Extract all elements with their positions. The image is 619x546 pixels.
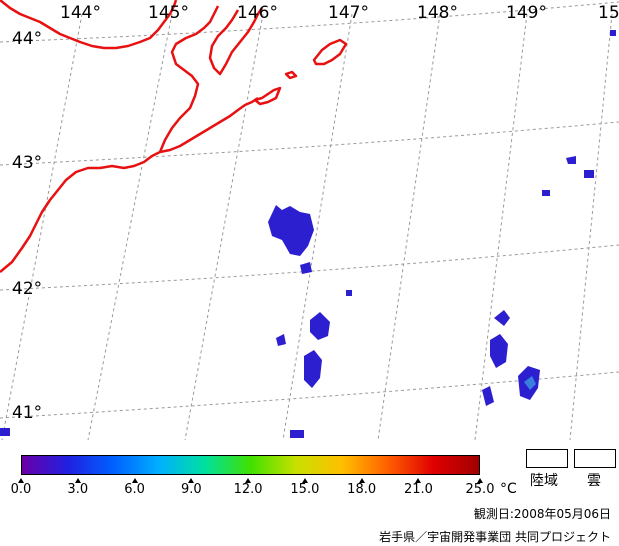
- coastline: [0, 0, 348, 273]
- graticule: [0, 1, 619, 440]
- lon-label: 146°: [237, 3, 278, 23]
- longitude-labels: 144° 145° 146° 147° 148° 149° 15: [60, 3, 619, 23]
- colorbar-tick-label: 15.0: [290, 482, 320, 497]
- map: 144° 145° 146° 147° 148° 149° 15 44° 43°…: [0, 0, 619, 440]
- colorbar-tick-mark: [301, 478, 308, 483]
- colorbar-tick-mark: [74, 478, 81, 483]
- lat-label: 42°: [12, 279, 42, 299]
- colorbar-tick-label: 0.0: [10, 482, 32, 497]
- land-legend-swatch: [526, 449, 568, 468]
- lon-label: 145°: [148, 3, 189, 23]
- lon-label: 144°: [60, 3, 101, 23]
- sst-patches: [0, 30, 616, 438]
- latitude-labels: 44° 43° 42° 41°: [12, 29, 42, 423]
- colorbar-tick-mark: [131, 478, 138, 483]
- colorbar-tick-mark: [245, 478, 252, 483]
- colorbar-tick-mark: [188, 478, 195, 483]
- credit-text: 岩手県／宇宙開発事業団 共同プロジェクト: [379, 530, 611, 544]
- land-legend-label: 陸域: [530, 473, 558, 489]
- colorbar-tick-mark: [18, 478, 24, 483]
- cloud-legend-swatch: [574, 449, 616, 468]
- colorbar-tick-label: 21.0: [403, 482, 433, 497]
- lat-label: 43°: [12, 153, 42, 173]
- colorbar-tick-label: 3.0: [67, 482, 89, 497]
- colorbar-tick-mark: [477, 478, 483, 483]
- colorbar-tick-mark: [358, 478, 365, 483]
- lon-label: 147°: [328, 3, 369, 23]
- lon-label: 149°: [506, 3, 547, 23]
- temperature-colorbar: [21, 455, 480, 475]
- colorbar-tick-label: 18.0: [347, 482, 377, 497]
- colorbar-tick-label: 12.0: [233, 482, 263, 497]
- colorbar-tick-label: 6.0: [124, 482, 145, 497]
- unit-label: °C: [500, 481, 517, 497]
- colorbar-tick-label: 25.0: [465, 482, 495, 497]
- colorbar-tick-label: 9.0: [180, 482, 202, 497]
- lon-label: 148°: [417, 3, 458, 23]
- lat-label: 41°: [12, 403, 42, 423]
- observation-date: 観測日:2008年05月06日: [473, 507, 611, 521]
- lon-label: 15: [598, 3, 619, 23]
- cloud-legend-label: 雲: [587, 473, 601, 489]
- colorbar-tick-mark: [415, 478, 422, 483]
- lat-label: 44°: [12, 29, 42, 49]
